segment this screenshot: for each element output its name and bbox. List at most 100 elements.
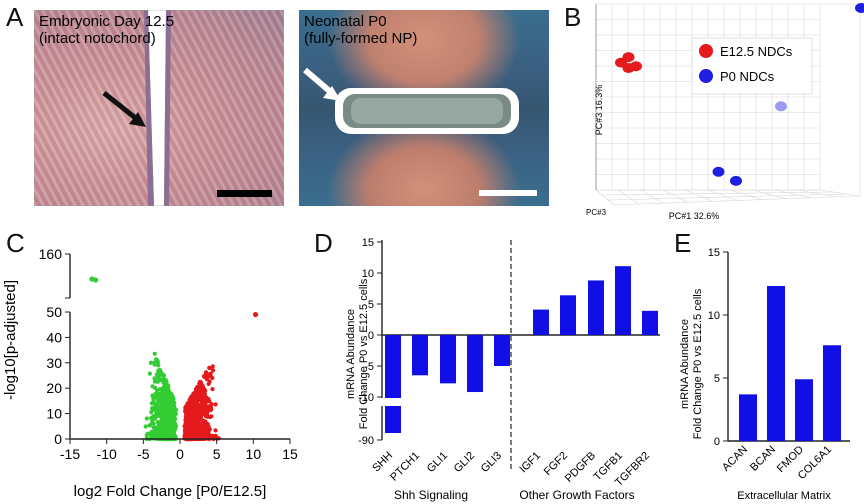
- volcano-point-down: [152, 362, 157, 367]
- volcano-y-label: -log10[p-adjusted]: [2, 280, 19, 400]
- volcano-point-down: [153, 385, 158, 391]
- volcano-point-down: [154, 357, 159, 362]
- volcano-point-up: [213, 402, 218, 407]
- volcano-y-tick-label: 10: [46, 406, 62, 422]
- volcano-point-up: [196, 428, 202, 434]
- volcano-point-up: [197, 412, 202, 417]
- volcano-point-down: [155, 400, 160, 406]
- volcano-y-tick-label: 30: [46, 355, 62, 371]
- shh-bar: [588, 280, 604, 335]
- volcano-point-down: [149, 436, 154, 441]
- volcano-point-down: [147, 371, 152, 376]
- volcano-point-down: [155, 379, 161, 384]
- volcano-point-up: [202, 411, 207, 417]
- volcano-point-up: [202, 402, 207, 407]
- pca-floor-line: [618, 189, 639, 205]
- pca-legend-marker-p0: [699, 69, 713, 83]
- volcano-point-down: [169, 416, 174, 421]
- pca-z-label: PC#3: [586, 208, 607, 217]
- volcano-point-up: [187, 401, 192, 406]
- volcano-point-down: [164, 415, 169, 420]
- pca-floor-line: [819, 189, 861, 197]
- volcano-x-label: log2 Fold Change [P0/E12.5]: [74, 483, 267, 500]
- shh-group-label-growth: Other Growth Factors: [519, 488, 634, 502]
- shh-category-label: PTCH1: [388, 450, 422, 484]
- caption-embryonic-line2: (intact notochord): [39, 30, 156, 47]
- volcano-x-tick-label: 15: [282, 446, 298, 462]
- volcano-point-down: [171, 427, 176, 432]
- shh-y-tick-label: 10: [362, 268, 374, 280]
- panel-letter-d: D: [314, 228, 333, 258]
- volcano-point-down: [144, 433, 149, 438]
- shh-bar: [642, 310, 658, 335]
- volcano-point-down: [149, 410, 154, 415]
- volcano-point-down: [152, 351, 157, 356]
- pca-point-p0: [775, 101, 787, 112]
- volcano-y-tick-label: 20: [46, 380, 62, 396]
- volcano-points-up: [182, 311, 259, 442]
- volcano-point-down: [170, 395, 175, 400]
- pca-floor-line: [730, 189, 762, 200]
- ecm-category-label: BCAN: [748, 444, 778, 474]
- volcano-point-up: [186, 425, 191, 430]
- scale-bar-right: [479, 190, 537, 196]
- ecm-bar: [795, 379, 813, 441]
- volcano-point-down: [158, 433, 163, 438]
- shh-category-label: GLI1: [425, 450, 450, 475]
- volcano-point-down: [150, 420, 155, 425]
- volcano-point-up: [206, 396, 211, 402]
- micrograph-embryonic: Embryonic Day 12.5 (intact notochord): [34, 10, 284, 206]
- volcano-point-up: [197, 433, 202, 439]
- pca-floor-line: [775, 189, 811, 199]
- volcano-y-tick-label: 160: [39, 246, 63, 262]
- caption-embryonic-line1: Embryonic Day 12.5: [39, 13, 175, 30]
- volcano-point-up: [188, 409, 193, 414]
- volcano-points-down: [89, 276, 179, 442]
- volcano-point-down: [167, 409, 173, 414]
- volcano-x-tick-label: 10: [246, 446, 262, 462]
- volcano-point-up: [211, 368, 216, 373]
- volcano-point-up: [207, 366, 212, 371]
- volcano-point-up: [213, 428, 218, 433]
- volcano-point-down: [170, 404, 175, 409]
- volcano-point-up: [188, 412, 193, 418]
- pca-x-label: PC#1 32.6%: [669, 211, 720, 221]
- volcano-point-up: [201, 397, 207, 402]
- volcano-point-up: [210, 387, 215, 392]
- shh-y-label-line2: Fold Change P0 vs E12.5 cells: [358, 278, 370, 429]
- notochord-arrow: [102, 91, 140, 122]
- pca-point-e125: [622, 52, 635, 63]
- volcano-point-up: [185, 409, 190, 414]
- panel-letter-a: A: [6, 2, 24, 32]
- shh-category-label: IGF1: [517, 450, 543, 476]
- np-arrow: [303, 67, 335, 97]
- pca-point-p0: [730, 175, 742, 186]
- volcano-point-up: [213, 433, 218, 438]
- volcano-point-down: [162, 406, 167, 411]
- volcano-point-down: [159, 400, 164, 406]
- pca-floor-line: [707, 189, 738, 201]
- volcano-point-up: [195, 390, 200, 395]
- shh-bar: [440, 335, 456, 384]
- volcano-point-down: [166, 430, 171, 435]
- volcano-point-up: [189, 429, 194, 435]
- volcano-point-up: [208, 408, 213, 413]
- shh-bar: [412, 335, 428, 376]
- panel-letter-b: B: [564, 2, 582, 32]
- volcano-point-up: [193, 424, 199, 429]
- volcano-point-down: [150, 417, 155, 422]
- volcano-point-up: [205, 432, 210, 438]
- ecm-y-label-line1: mRNA Abundance: [679, 319, 691, 409]
- ecm-y-tick-label: 5: [714, 373, 720, 385]
- pca-legend-label-p0: P0 NDCs: [720, 69, 775, 84]
- volcano-point-down: [156, 404, 161, 409]
- volcano-point-up: [188, 396, 193, 401]
- micrograph-embryonic-drawing: [34, 10, 284, 206]
- volcano-point-down: [156, 420, 161, 425]
- pca-point-p0: [855, 3, 864, 13]
- ecm-y-label-line2: Fold Change P0 vs E12.5 cells: [692, 288, 704, 439]
- volcano-point-up: [198, 424, 203, 429]
